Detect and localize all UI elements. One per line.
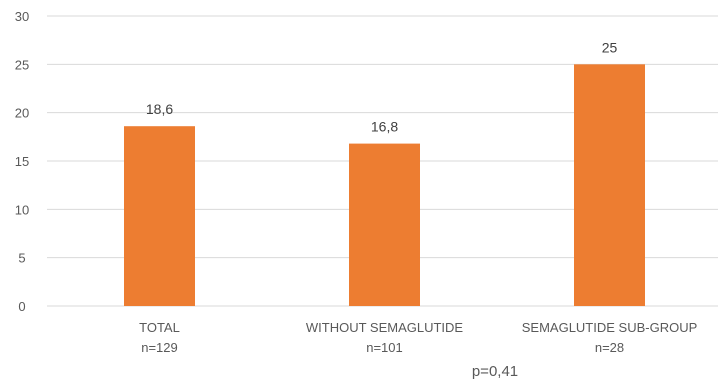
y-tick-label: 30: [15, 9, 29, 24]
p-value-annotation: p=0,41: [472, 363, 518, 380]
data-label: 25: [602, 39, 618, 55]
category-label: SEMAGLUTIDE SUB-GROUP: [522, 320, 698, 335]
data-labels: 18,6 16,8 25: [146, 39, 618, 134]
y-tick-label: 0: [18, 299, 25, 314]
category-label: TOTAL: [139, 320, 180, 335]
bar: [124, 126, 195, 306]
y-tick-label: 5: [18, 251, 25, 266]
y-tick-label: 25: [15, 57, 29, 72]
y-tick-label: 20: [15, 106, 29, 121]
y-tick-label: 15: [15, 154, 29, 169]
category-label: WITHOUT SEMAGLUTIDE: [306, 320, 464, 335]
data-label: 18,6: [146, 101, 173, 117]
y-axis-ticks: 0 5 10 15 20 25 30: [15, 9, 29, 314]
bars: [124, 64, 645, 306]
category-sublabel: n=129: [141, 340, 178, 355]
x-axis-labels: TOTAL n=129 WITHOUT SEMAGLUTIDE n=101 SEMAGL…: [139, 320, 697, 355]
bar: [574, 64, 645, 306]
bar: [349, 143, 420, 306]
data-label: 16,8: [371, 119, 398, 135]
category-sublabel: n=28: [595, 340, 624, 355]
y-tick-label: 10: [15, 202, 29, 217]
category-sublabel: n=101: [366, 340, 403, 355]
